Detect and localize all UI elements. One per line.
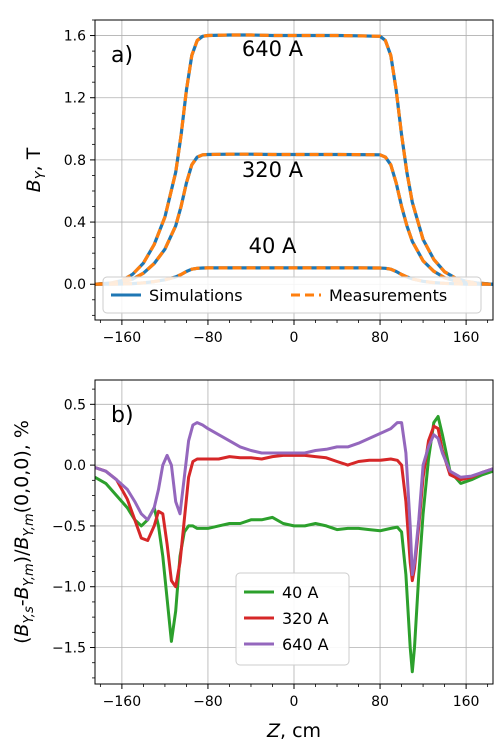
deviation-line-40a xyxy=(95,415,493,674)
panel-b-label: b) xyxy=(111,403,134,428)
a-ytick-label: 1.2 xyxy=(64,91,86,107)
b-xtick-label: −160 xyxy=(103,694,141,710)
a-ytick-label: 0.8 xyxy=(64,153,86,169)
a-xtick-label: 160 xyxy=(453,330,480,346)
a-xtick-label: 0 xyxy=(290,330,299,346)
a-ytick-label: 0.0 xyxy=(64,277,86,293)
a-xtick-label: −160 xyxy=(103,330,141,346)
panel-a-chart: −160 −80 0 80 160 0.0 0.4 0.8 1.2 1.6 640 A 320 A 4… xyxy=(23,19,494,346)
current-label: 640 A xyxy=(242,37,304,61)
current-label: 40 A xyxy=(249,234,297,258)
legend-label-simulations: Simulations xyxy=(149,286,243,305)
panel-b-chart: −160 −80 0 80 160 −1.5 −1.0 −0.5 0.0 0.5 b) (BY,s… xyxy=(11,379,494,742)
a-xtick-label: 80 xyxy=(371,330,389,346)
measurement-line xyxy=(95,152,493,286)
legend-label-measurements: Measurements xyxy=(329,286,447,305)
a-xtick-label: −80 xyxy=(193,330,223,346)
panel-a-label: a) xyxy=(111,43,133,68)
a-ytick-label: 1.6 xyxy=(64,29,86,45)
panel-a-legend: Simulations Measurements xyxy=(102,276,482,314)
b-ytick-label: −0.5 xyxy=(52,519,86,535)
legend-label: 640 A xyxy=(282,635,329,654)
panel-a-y-axis-label: BY, T xyxy=(23,147,49,192)
panel-b-series xyxy=(95,415,493,674)
b-ytick-label: −1.0 xyxy=(52,580,86,596)
a-ytick-label: 0.4 xyxy=(64,215,86,231)
current-label: 320 A xyxy=(242,158,304,182)
panel-a-ticks: −160 −80 0 80 160 0.0 0.4 0.8 1.2 1.6 xyxy=(64,19,489,346)
b-xtick-label: 160 xyxy=(453,694,480,710)
panel-b-legend: 40 A 320 A 640 A xyxy=(235,572,350,666)
b-xtick-label: 80 xyxy=(371,694,389,710)
b-ytick-label: 0.0 xyxy=(64,458,86,474)
panel-b-x-axis-label: Z, cm xyxy=(266,720,321,742)
panel-b-ticks: −160 −80 0 80 160 −1.5 −1.0 −0.5 0.0 0.5 xyxy=(52,388,489,710)
legend-label: 40 A xyxy=(282,583,318,602)
b-ytick-label: −1.5 xyxy=(52,641,86,657)
panel-b-y-axis-label: (BY,s-BY,m)/BY,m(0,0,0), % xyxy=(11,420,37,644)
b-xtick-label: 0 xyxy=(290,694,299,710)
deviation-line-640a xyxy=(95,421,493,577)
b-xtick-label: −80 xyxy=(193,694,223,710)
legend-label: 320 A xyxy=(282,609,329,628)
panel-a-annotations: 640 A 320 A 40 A xyxy=(242,37,304,258)
legend-box xyxy=(235,572,350,666)
measurement-line xyxy=(95,33,493,286)
b-ytick-label: 0.5 xyxy=(64,397,86,413)
